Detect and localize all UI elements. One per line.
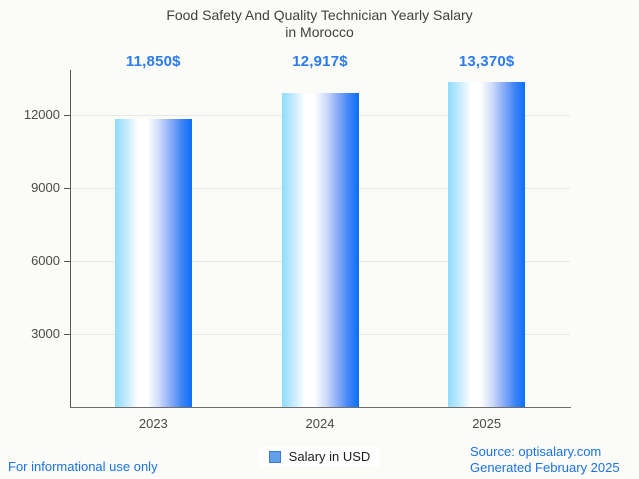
y-tick-6000 <box>64 261 70 262</box>
y-tick-12000 <box>64 115 70 116</box>
chart-title-line1: Food Safety And Quality Technician Yearl… <box>166 7 473 23</box>
bar-2023[interactable] <box>114 118 192 407</box>
legend-label: Salary in USD <box>288 449 371 464</box>
x-axis-line <box>70 407 571 408</box>
source-block: Source: optisalary.com Generated Februar… <box>470 444 620 475</box>
chart-title-line2: in Morocco <box>285 24 354 40</box>
bar-2024[interactable] <box>281 92 359 407</box>
chart-title: Food Safety And Quality Technician Yearl… <box>0 7 639 41</box>
y-tick-9000 <box>64 188 70 189</box>
legend-item: Salary in USD <box>258 447 381 467</box>
y-tick-3000 <box>64 334 70 335</box>
bar-value-label-2023: 11,850$ <box>125 53 181 70</box>
bar-value-label-2024: 12,917$ <box>292 53 348 70</box>
x-axis-label-2025: 2025 <box>472 416 502 431</box>
legend: Salary in USD <box>0 447 639 467</box>
legend-marker-icon <box>268 450 281 463</box>
generated-text: Generated February 2025 <box>470 459 620 475</box>
source-text: Source: optisalary.com <box>470 444 602 459</box>
plot-area <box>70 70 570 407</box>
x-axis-label-2024: 2024 <box>305 416 335 431</box>
y-axis-label-12000: 12000 <box>23 107 60 122</box>
y-axis-line <box>70 70 71 407</box>
disclaimer-text: For informational use only <box>8 459 158 474</box>
bar-2025[interactable] <box>448 81 526 407</box>
bar-value-label-2025: 13,370$ <box>458 53 515 70</box>
y-axis-label-6000: 6000 <box>31 253 60 268</box>
x-axis-label-2023: 2023 <box>138 416 168 431</box>
y-axis-label-3000: 3000 <box>31 326 60 341</box>
y-axis-label-9000: 9000 <box>31 180 60 195</box>
